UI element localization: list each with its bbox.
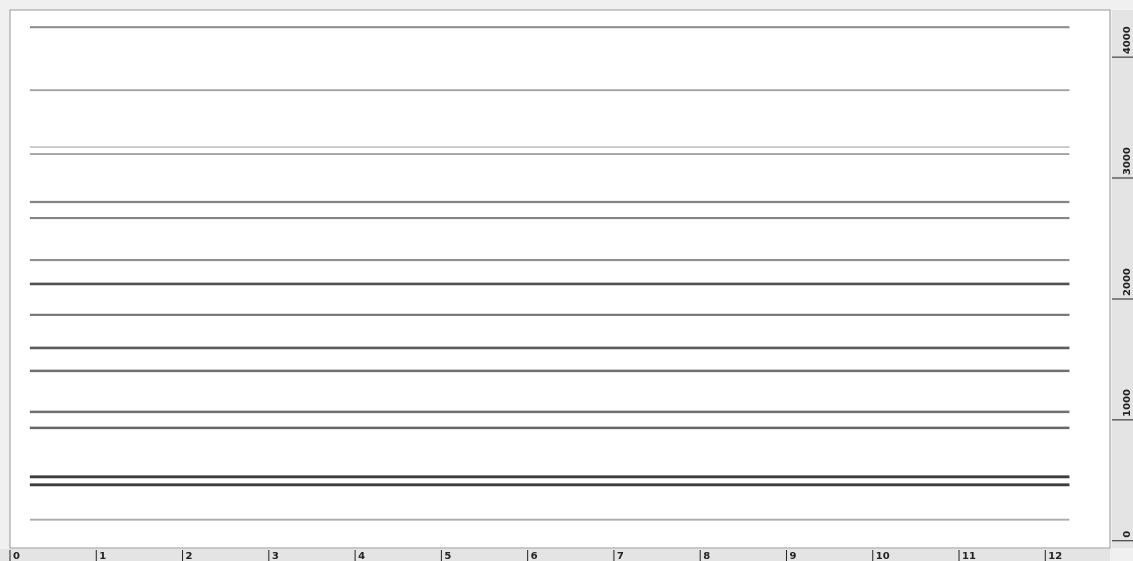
x-tick-label: 5 xyxy=(444,551,451,561)
y-tick-label: 3000 xyxy=(1122,147,1133,175)
x-tick-label: 12 xyxy=(1048,551,1062,561)
y-tick-label: 2000 xyxy=(1122,268,1133,296)
x-tick-label: 7 xyxy=(617,551,624,561)
x-tick-label: 2 xyxy=(186,551,193,561)
plot-area xyxy=(9,9,1111,549)
x-tick-label: 1 xyxy=(99,551,106,561)
x-axis-strip xyxy=(0,549,1110,561)
x-tick-label: 8 xyxy=(703,551,710,561)
y-axis-strip xyxy=(1112,10,1133,548)
y-tick-label: 4000 xyxy=(1122,26,1133,54)
x-tick-label: 9 xyxy=(789,551,796,561)
x-tick-label: 10 xyxy=(876,551,890,561)
y-tick-label: 1000 xyxy=(1122,389,1133,417)
x-tick-label: 3 xyxy=(272,551,279,561)
x-tick-label: 11 xyxy=(962,551,976,561)
x-tick-label: 6 xyxy=(531,551,538,561)
x-tick-label: 0 xyxy=(13,551,20,561)
x-tick-label: 4 xyxy=(358,551,365,561)
y-tick-label: 0 xyxy=(1122,531,1133,538)
